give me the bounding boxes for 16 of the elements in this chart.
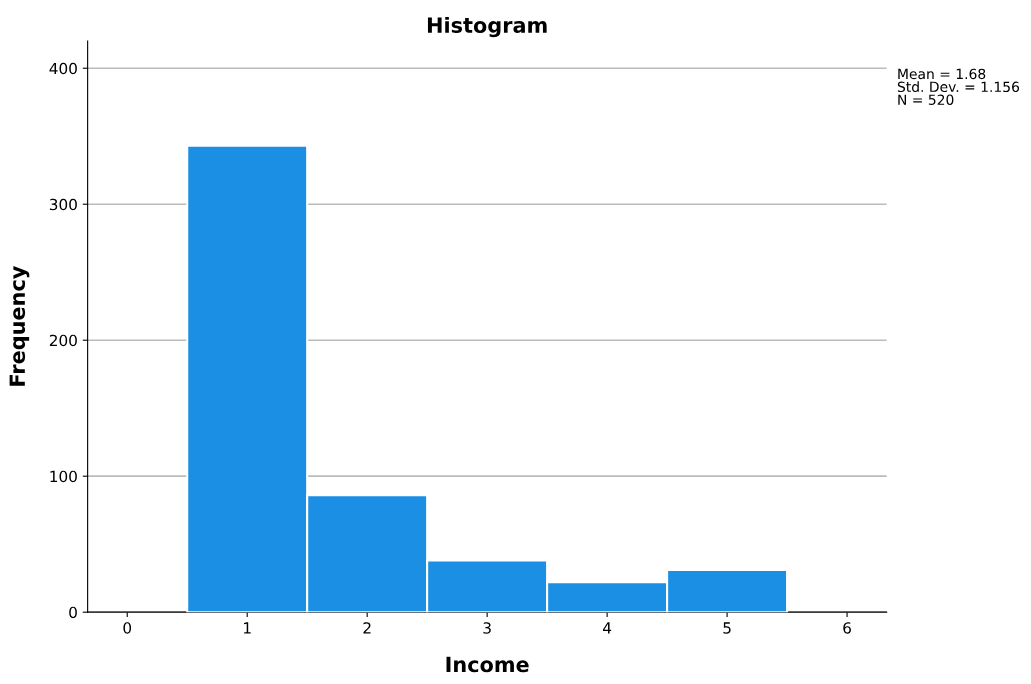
y-axis-title: Frequency (9, 266, 30, 386)
y-tick-label: 100 (50, 470, 77, 483)
x-axis-title: Income (446, 656, 529, 673)
x-tick-label: 1 (244, 622, 251, 634)
x-tick-label: 3 (483, 622, 491, 634)
chart-title: Histogram (427, 16, 547, 38)
x-tick-label: 4 (603, 622, 612, 634)
x-tick-label: 5 (723, 622, 731, 634)
y-tick-label: 200 (49, 334, 77, 347)
x-tick-label: 6 (843, 622, 851, 634)
x-tick-label: 2 (363, 622, 371, 634)
y-tick-label: 400 (49, 62, 77, 75)
y-tick-label: 0 (69, 606, 77, 619)
x-tick-label: 0 (123, 622, 132, 634)
text: Mean = 1.68 Std. Dev. = 1.156 N = 520 (897, 68, 1020, 105)
y-tick-label: 300 (49, 198, 77, 211)
